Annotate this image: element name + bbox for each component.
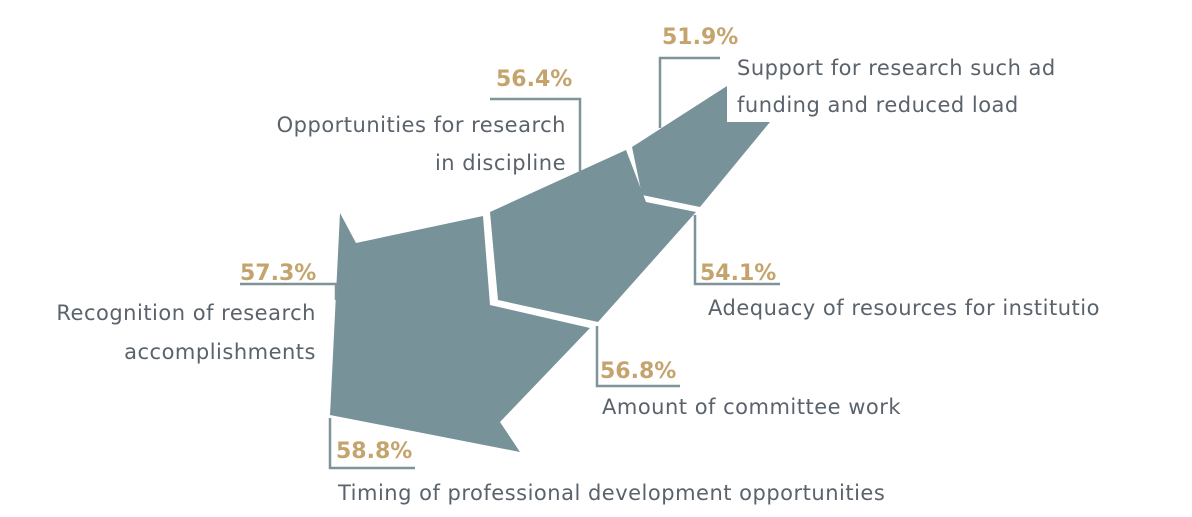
label: Opportunities for research [277,113,566,137]
percent: 51.9% [662,25,738,50]
label: Support for research such ad [737,56,1056,80]
percent: 56.8% [600,359,676,384]
label: Timing of professional development oppor… [337,481,885,505]
label: Adequacy of resources for institutio [708,296,1100,320]
arrow-segment [330,213,590,452]
label: Recognition of research [56,301,316,325]
leader-line [595,326,680,388]
leader-line [240,282,338,300]
leader-line [490,97,582,175]
leader-line [693,215,780,286]
leader-line [328,418,415,470]
leader-line [658,56,720,128]
arrow-segment [632,86,770,207]
label: accomplishments [124,340,316,364]
label: Amount of committee work [602,395,901,419]
label: funding and reduced load [737,93,1019,117]
percent: 58.8% [336,439,412,464]
label: in discipline [435,151,566,175]
arrow-segment [490,150,696,322]
percent: 54.1% [700,261,776,286]
percent: 57.3% [240,261,316,286]
percent: 56.4% [496,67,572,92]
